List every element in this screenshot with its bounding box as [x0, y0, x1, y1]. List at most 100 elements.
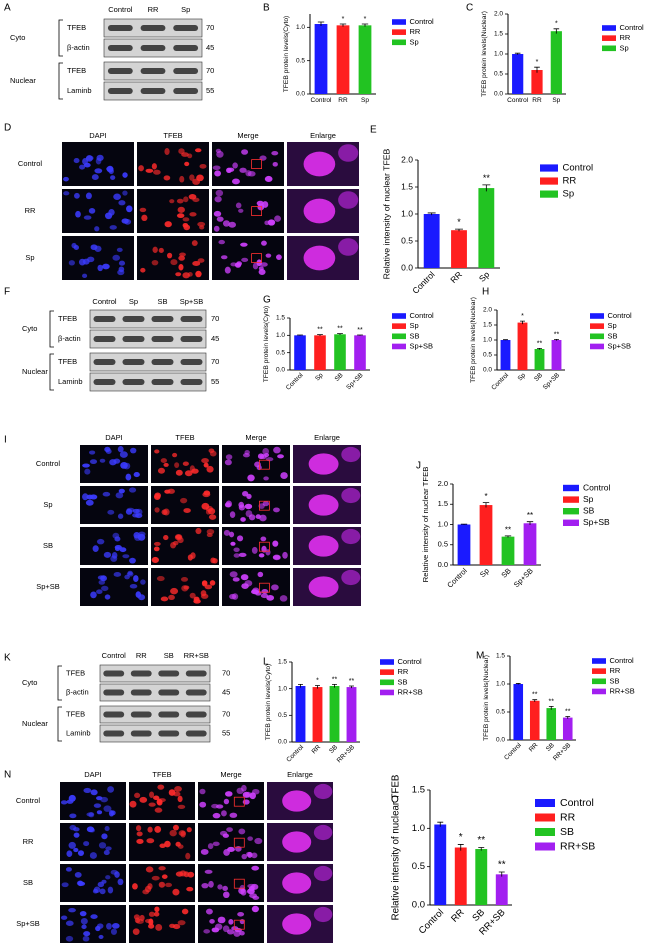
blot-strip — [89, 352, 207, 372]
cell — [115, 492, 124, 499]
blot-band — [158, 711, 180, 718]
cell — [155, 924, 163, 931]
cell — [225, 791, 233, 797]
row-label: Laminb — [66, 728, 91, 737]
cell — [102, 263, 110, 270]
bar — [294, 335, 306, 370]
legend-swatch — [590, 323, 604, 329]
cell — [107, 786, 115, 793]
column-label: DAPI — [89, 131, 107, 140]
cell — [257, 571, 264, 578]
nucleus — [313, 783, 333, 800]
row-label: TFEB — [67, 23, 86, 32]
cell — [175, 841, 181, 847]
cell — [220, 255, 228, 260]
cell — [238, 828, 246, 835]
x-tick-label: SB — [545, 742, 556, 753]
cell — [238, 887, 246, 895]
cell — [145, 866, 154, 873]
blot-band — [107, 68, 133, 74]
y-axis-label: Relative intensity of nuclear TFEB — [382, 148, 392, 279]
error-bar — [478, 847, 485, 851]
cell — [97, 264, 103, 272]
cell — [132, 508, 140, 514]
error-bar — [548, 706, 554, 710]
cell — [195, 270, 202, 278]
nucleus — [282, 913, 312, 935]
bar — [531, 70, 543, 94]
cell — [178, 255, 185, 261]
cell — [156, 798, 163, 806]
x-tick-label: Sp+SB — [542, 372, 561, 391]
row-label: Control — [18, 159, 43, 168]
error-bar — [503, 339, 508, 341]
cell — [132, 883, 138, 890]
cell — [238, 552, 247, 558]
cell — [173, 791, 181, 797]
blot-band — [173, 68, 199, 74]
bar — [512, 54, 524, 94]
cell — [214, 923, 223, 931]
error-bar — [455, 228, 463, 232]
y-tick-label: 1.0 — [494, 51, 503, 58]
cell — [252, 262, 259, 270]
legend-label: Sp+SB — [583, 517, 610, 527]
cell — [116, 247, 123, 253]
nucleus — [338, 238, 359, 256]
y-tick-label: 0.5 — [483, 352, 492, 359]
cell — [83, 931, 91, 937]
cell — [148, 802, 156, 807]
cell — [170, 587, 179, 595]
cell — [141, 214, 148, 222]
cell — [184, 161, 190, 167]
cell — [66, 850, 73, 858]
cell — [122, 190, 128, 196]
cell — [69, 824, 77, 831]
cell — [94, 168, 103, 174]
legend-label: Control — [398, 657, 423, 666]
cell — [160, 458, 168, 463]
cell — [258, 503, 265, 509]
y-tick-label: 2.0 — [401, 154, 413, 164]
cell — [206, 465, 214, 473]
cell — [242, 799, 250, 805]
panel-letter: O — [391, 795, 399, 806]
nucleus — [313, 865, 333, 882]
cell — [79, 164, 86, 170]
cell — [279, 595, 288, 602]
blot-strip — [99, 683, 211, 702]
cell — [262, 448, 270, 455]
cell — [153, 541, 161, 546]
cell — [223, 798, 230, 805]
row-label: TFEB — [67, 66, 86, 75]
row-label: Laminb — [58, 377, 83, 386]
blot-band — [180, 336, 203, 342]
legend-swatch — [540, 190, 558, 198]
y-tick-label: 1.0 — [412, 823, 425, 834]
y-tick-label: 1.0 — [483, 337, 492, 344]
cell — [230, 541, 236, 546]
cell — [109, 459, 117, 466]
significance: ** — [554, 331, 560, 338]
y-tick-label: 1.5 — [278, 659, 287, 666]
column-label: DAPI — [84, 770, 102, 779]
row-label: β-actin — [67, 43, 90, 52]
significance: * — [555, 21, 558, 28]
panel-letter: C — [466, 3, 473, 14]
y-tick-label: 0.0 — [496, 737, 505, 744]
x-tick-label: RR — [532, 97, 542, 104]
y-tick-label: 0.0 — [296, 91, 305, 98]
blot-band — [173, 88, 199, 94]
cell — [200, 593, 209, 599]
blot-band — [130, 670, 152, 677]
blot-band — [93, 379, 116, 385]
legend-label: SB — [610, 676, 620, 685]
group-label: Nuclear — [22, 719, 48, 728]
cell — [172, 540, 179, 546]
x-tick-label: Sp — [517, 372, 528, 383]
legend-label: Control — [560, 797, 594, 809]
bar — [529, 700, 540, 740]
cell — [235, 202, 242, 209]
cell — [259, 514, 267, 522]
cell — [176, 198, 184, 204]
